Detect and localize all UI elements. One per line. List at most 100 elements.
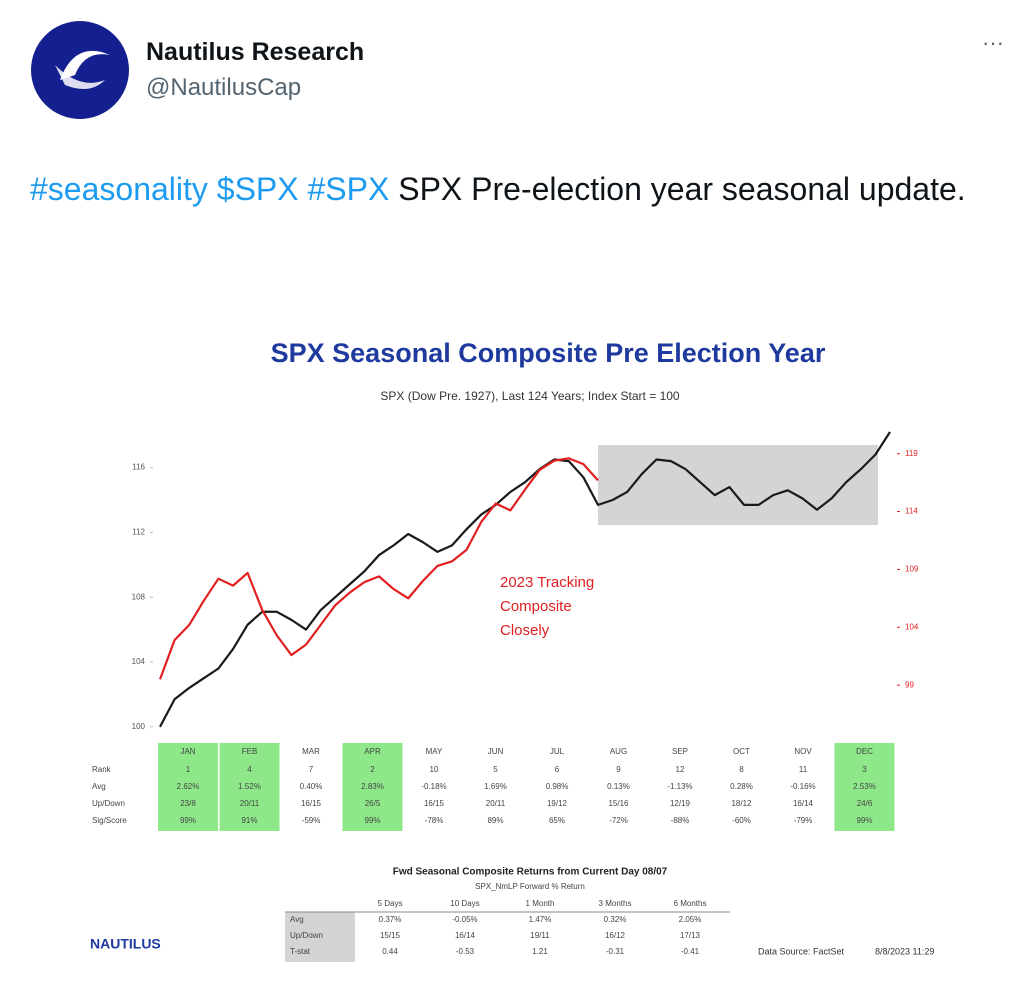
cell: 24/6 — [857, 799, 873, 808]
chart-title: SPX Seasonal Composite Pre Election Year — [271, 338, 826, 368]
returns-row-label: Avg — [290, 915, 304, 924]
cell: 20/11 — [486, 799, 506, 808]
cell: 7 — [309, 765, 314, 774]
image-bg — [70, 320, 970, 980]
cell: -60% — [732, 816, 751, 825]
returns-cell: 1.47% — [529, 915, 552, 924]
cell: 0.40% — [300, 782, 323, 791]
month-header: DEC — [856, 747, 873, 756]
month-header: OCT — [733, 747, 750, 756]
avatar[interactable] — [30, 20, 130, 120]
y-tick-label: 108 — [132, 592, 146, 601]
row-label: Rank — [92, 765, 112, 774]
hashtag[interactable]: #seasonality — [30, 171, 208, 207]
returns-cell: -0.05% — [452, 915, 477, 924]
returns-cell: 15/15 — [380, 931, 401, 940]
cell: 2 — [370, 765, 375, 774]
cell: 2.83% — [361, 782, 384, 791]
returns-title: Fwd Seasonal Composite Returns from Curr… — [393, 867, 668, 878]
month-header: NOV — [794, 747, 812, 756]
month-header: APR — [364, 747, 381, 756]
cell: -0.16% — [790, 782, 815, 791]
highlight-cell — [219, 743, 280, 831]
returns-cell: 2.05% — [679, 915, 702, 924]
y-tick-label: 100 — [132, 722, 146, 731]
cell: -59% — [302, 816, 321, 825]
highlight-cell — [342, 743, 403, 831]
label-column — [285, 912, 355, 962]
returns-header: 10 Days — [450, 899, 479, 908]
series-line — [158, 457, 599, 680]
y2-tick-label: 104 — [905, 622, 919, 631]
cell: 4 — [247, 765, 252, 774]
cell: 99% — [180, 816, 196, 825]
y2-tick-label: 114 — [905, 507, 918, 516]
data-source: Data Source: FactSet — [758, 946, 845, 956]
annotation: Composite — [500, 598, 572, 615]
timestamp: 8/8/2023 11:29 — [875, 946, 934, 956]
more-button[interactable]: ··· — [982, 30, 1004, 55]
month-header: MAY — [426, 747, 443, 756]
row-label: Avg — [92, 782, 106, 791]
cell: 20/11 — [240, 799, 260, 808]
month-header: JAN — [180, 747, 195, 756]
cell: -72% — [609, 816, 628, 825]
cell: 0.98% — [546, 782, 569, 791]
cell: 11 — [799, 765, 808, 774]
highlight-cell — [834, 743, 895, 831]
cell: 10 — [430, 765, 439, 774]
hashtag[interactable]: #SPX — [307, 171, 390, 207]
cell: 16/15 — [301, 799, 322, 808]
tweet-body: SPX Pre-election year seasonal update. — [398, 171, 966, 207]
cell: 0.13% — [607, 782, 630, 791]
returns-cell: 16/12 — [605, 931, 626, 940]
y2-tick-label: 119 — [905, 449, 918, 458]
cell: 1 — [186, 765, 191, 774]
y2-tick-label: 99 — [905, 680, 914, 689]
annotation: Closely — [500, 622, 550, 639]
chart-subtitle: SPX (Dow Pre. 1927), Last 124 Years; Ind… — [380, 389, 680, 403]
returns-cell: 19/11 — [530, 931, 550, 940]
cell: 5 — [493, 765, 498, 774]
cell: -78% — [425, 816, 444, 825]
cell: 99% — [364, 816, 380, 825]
cell: 19/12 — [547, 799, 568, 808]
returns-row-label: T-stat — [290, 947, 311, 956]
highlight-cell — [158, 743, 218, 831]
returns-cell: -0.41 — [681, 947, 700, 956]
author-name[interactable]: Nautilus Research — [146, 38, 365, 66]
returns-header: 6 Months — [674, 899, 707, 908]
returns-header: 5 Days — [378, 899, 403, 908]
returns-cell: 16/14 — [455, 931, 476, 940]
cashtag[interactable]: $SPX — [216, 171, 299, 207]
row-label: Up/Down — [92, 799, 125, 808]
cell: 8 — [739, 765, 744, 774]
annotation: 2023 Tracking — [500, 574, 594, 591]
returns-subtitle: SPX_NmLP Forward % Return — [475, 882, 585, 891]
returns-cell: 0.37% — [379, 915, 402, 924]
cell: 12/19 — [670, 799, 691, 808]
cell: -88% — [671, 816, 690, 825]
returns-cell: -0.31 — [606, 947, 625, 956]
cell: 3 — [862, 765, 867, 774]
cell: 2.53% — [853, 782, 876, 791]
author-handle[interactable]: @NautilusCap — [146, 74, 302, 101]
month-header: JUN — [488, 747, 504, 756]
month-header: FEB — [242, 747, 258, 756]
highlight-box — [598, 445, 878, 525]
returns-cell: 0.32% — [604, 915, 627, 924]
cell: 26/5 — [365, 799, 381, 808]
cell: 91% — [241, 816, 257, 825]
cell: -1.13% — [667, 782, 692, 791]
cell: 1.69% — [484, 782, 507, 791]
cell: 89% — [487, 816, 503, 825]
returns-row-label: Up/Down — [290, 931, 323, 940]
cell: 9 — [616, 765, 621, 774]
cell: 23/8 — [180, 799, 196, 808]
logo: NAUTILUS — [90, 936, 161, 952]
cell: -0.18% — [421, 782, 446, 791]
cell: 15/16 — [608, 799, 629, 808]
returns-cell: 1.21 — [532, 947, 548, 956]
cell: 12 — [676, 765, 685, 774]
month-header: JUL — [550, 747, 565, 756]
